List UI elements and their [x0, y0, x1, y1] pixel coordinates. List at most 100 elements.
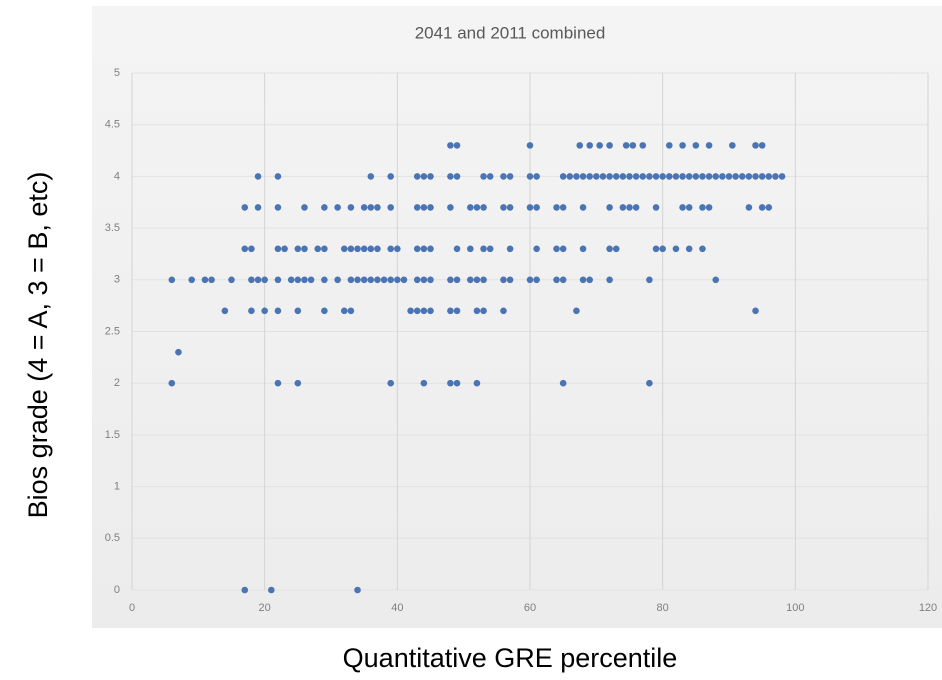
point	[586, 142, 593, 149]
point	[367, 204, 375, 211]
point	[699, 204, 706, 211]
point	[221, 307, 229, 315]
point	[576, 142, 584, 149]
x-tick-label: 0	[129, 602, 135, 614]
x-axis-label: Quantitative GRE percentile	[343, 643, 678, 673]
point	[413, 173, 421, 180]
point	[758, 173, 766, 180]
x-tick-label: 20	[259, 602, 271, 614]
point	[533, 173, 540, 180]
point	[413, 307, 421, 315]
point	[752, 173, 759, 180]
point	[387, 204, 395, 211]
point	[394, 245, 401, 253]
point	[340, 245, 348, 253]
point	[420, 307, 428, 315]
point	[712, 276, 720, 284]
point	[367, 173, 375, 180]
point	[480, 276, 487, 284]
point	[632, 204, 640, 211]
point	[672, 245, 680, 253]
point	[486, 173, 494, 180]
point	[281, 245, 288, 253]
point	[646, 276, 653, 284]
point	[533, 204, 540, 211]
point	[606, 276, 613, 284]
point	[500, 307, 507, 315]
point	[473, 276, 481, 284]
point	[758, 142, 766, 149]
y-tick-label: 1	[114, 481, 120, 493]
point	[248, 307, 255, 315]
point	[168, 276, 176, 284]
point	[228, 276, 235, 284]
point	[745, 173, 753, 180]
point	[453, 173, 461, 180]
point	[659, 245, 666, 253]
point	[685, 173, 693, 180]
point	[526, 173, 534, 180]
point	[294, 276, 302, 284]
point	[447, 307, 454, 315]
point	[201, 276, 209, 284]
point	[420, 245, 428, 253]
point	[486, 245, 494, 253]
point	[606, 204, 613, 211]
point	[758, 204, 766, 211]
point	[606, 142, 613, 149]
point	[526, 276, 534, 284]
point	[427, 245, 434, 253]
point	[705, 142, 713, 149]
point	[752, 307, 759, 315]
point	[188, 276, 195, 284]
point	[626, 204, 633, 211]
y-tick-label: 2.5	[105, 325, 120, 337]
point	[287, 276, 295, 284]
point	[321, 307, 328, 315]
point	[765, 173, 773, 180]
point	[646, 173, 653, 180]
point	[453, 307, 461, 315]
point	[374, 245, 381, 253]
point	[340, 307, 348, 315]
point	[652, 204, 660, 211]
point	[778, 173, 786, 180]
point	[380, 276, 388, 284]
point	[732, 173, 739, 180]
point	[719, 173, 726, 180]
point	[506, 204, 514, 211]
point	[453, 142, 461, 149]
point	[652, 245, 660, 253]
x-tick-label: 100	[786, 602, 804, 614]
point	[274, 379, 282, 387]
point	[241, 204, 249, 211]
point	[168, 379, 176, 387]
point	[506, 245, 514, 253]
point	[553, 276, 560, 284]
point	[606, 245, 613, 253]
point	[321, 276, 328, 284]
y-axis-label: Bios grade (4 = A, 3 = B, etc)	[23, 172, 53, 519]
point	[301, 245, 308, 253]
point	[447, 204, 454, 211]
point	[387, 276, 395, 284]
point	[420, 173, 428, 180]
point	[314, 245, 322, 253]
point	[413, 245, 421, 253]
point	[579, 204, 587, 211]
point	[347, 245, 355, 253]
point	[394, 276, 401, 284]
point	[473, 204, 481, 211]
point	[553, 204, 560, 211]
point	[685, 204, 693, 211]
point	[321, 204, 328, 211]
point	[606, 173, 613, 180]
point	[248, 276, 255, 284]
point	[666, 173, 673, 180]
point	[374, 276, 381, 284]
point	[274, 245, 282, 253]
point	[427, 307, 434, 315]
point	[347, 307, 355, 315]
point	[307, 276, 315, 284]
point	[274, 173, 282, 180]
